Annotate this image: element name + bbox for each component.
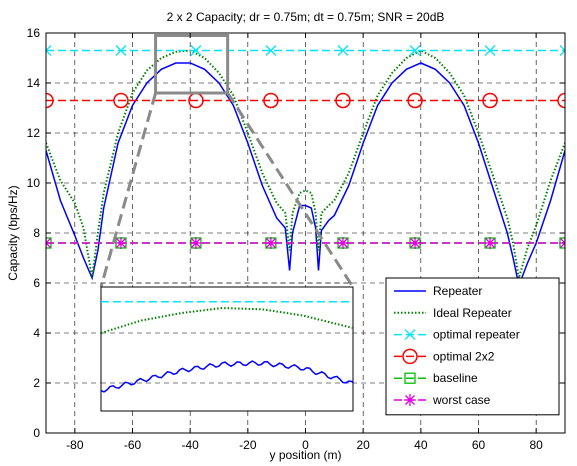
y-tick-label: 0 [33, 426, 40, 440]
zoom-connector-right [226, 92, 355, 288]
zoom-layer [99, 34, 355, 288]
marker-star [264, 237, 277, 249]
y-tick-label: 12 [27, 126, 41, 140]
y-tick-label: 16 [27, 26, 41, 40]
marker-circle [263, 92, 279, 109]
y-tick-label: 8 [33, 226, 40, 240]
marker-circle [402, 348, 418, 365]
marker-x [484, 45, 496, 56]
legend-entry-ideal-repeater: Ideal Repeater [394, 306, 512, 320]
marker-star [189, 237, 202, 249]
y-tick-label: 4 [33, 326, 40, 340]
y-tick-label: 14 [27, 76, 41, 90]
y-tick-label: 2 [33, 376, 40, 390]
x-axis-title: y position (m) [269, 448, 341, 462]
legend-box [385, 277, 560, 416]
marker-square [404, 372, 416, 384]
inset-line-repeater [101, 360, 353, 393]
x-tick-label: 60 [472, 438, 486, 452]
series-line-repeater [46, 62, 565, 289]
legend-entry-worst-case: worst case [394, 393, 491, 407]
legend-label: worst case [432, 393, 491, 407]
inset-line-ideal-repeater [101, 306, 353, 334]
inset-layer [100, 282, 354, 412]
zoom-connector-left [99, 92, 158, 288]
marker-circle [113, 92, 129, 109]
x-tick-label: 80 [529, 438, 543, 452]
series-layer [46, 45, 565, 289]
marker-star [114, 237, 127, 249]
legend-entry-optimal-repeater: optimal repeater [394, 328, 520, 342]
axes-layer: -80 -60 -40 -20 0 20 40 60 80 0 2 4 6 8 10 12 14 16 [27, 26, 566, 452]
legend: Repeater Ideal Repeater optimal repeater op… [385, 277, 560, 416]
series-optimal-2x2 [46, 92, 565, 109]
y-tick-label: 10 [27, 176, 41, 190]
x-tick-label: 20 [356, 438, 370, 452]
marker-circle [482, 92, 498, 109]
legend-label: Ideal Repeater [433, 306, 512, 320]
marker-circle [46, 92, 54, 109]
legend-label: optimal 2x2 [433, 349, 495, 363]
marker-x [559, 45, 565, 56]
zoom-box [154, 34, 230, 95]
legend-entry-repeater: Repeater [394, 284, 482, 298]
x-tick-label: -40 [181, 438, 199, 452]
legend-entry-baseline: baseline [394, 371, 478, 385]
legend-label: optimal repeater [433, 328, 520, 342]
x-tick-label: -60 [124, 438, 142, 452]
marker-star [404, 394, 416, 406]
legend-label: Repeater [433, 284, 482, 298]
x-tick-label: 0 [302, 438, 309, 452]
y-axis-title: Capacity (bps/Hz) [6, 185, 20, 280]
chart-title: 2 x 2 Capacity; dr = 0.75m; dt = 0.75m; … [167, 10, 445, 24]
x-tick-label: -20 [239, 438, 257, 452]
marker-x [265, 45, 277, 56]
x-tick-label: 40 [414, 438, 428, 452]
marker-circle [335, 92, 351, 109]
marker-x [190, 45, 202, 56]
marker-x [337, 45, 349, 56]
legend-entry-optimal-2x2: optimal 2x2 [394, 348, 495, 365]
marker-star [409, 237, 422, 249]
marker-star [336, 237, 349, 249]
marker-circle [557, 92, 565, 109]
legend-label: baseline [433, 371, 478, 385]
x-tick-label: -80 [66, 438, 84, 452]
marker-star [484, 237, 497, 249]
inset-series [101, 301, 353, 393]
series-optimal-repeater [46, 45, 565, 56]
marker-x [46, 45, 52, 56]
y-tick-label: 6 [33, 276, 40, 290]
marker-x [404, 329, 416, 341]
marker-circle [407, 92, 423, 109]
marker-x [115, 45, 127, 56]
series-worst-case [46, 237, 565, 249]
inset-frame [100, 286, 354, 412]
marker-x [409, 45, 421, 56]
series-repeater [46, 62, 565, 289]
